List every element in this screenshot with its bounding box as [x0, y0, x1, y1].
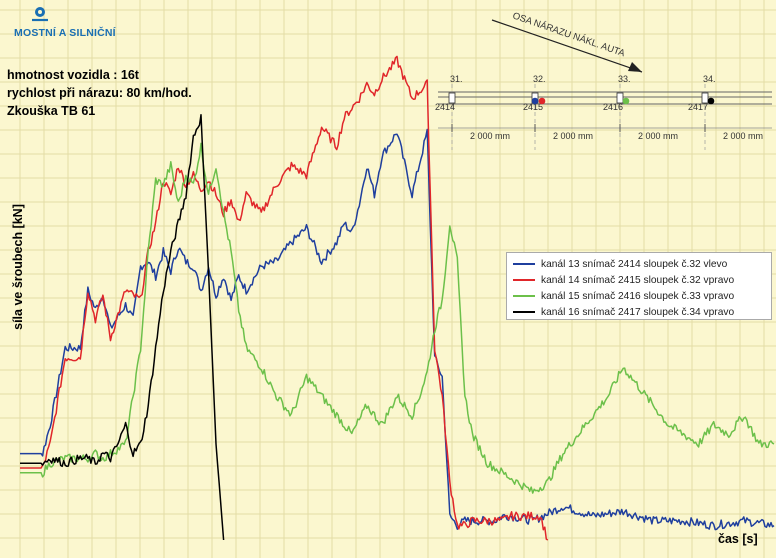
- legend-entry-ch16: kanál 16 snímač 2417 sloupek č.34 vpravo: [513, 304, 765, 320]
- post-number-label: 31.: [450, 74, 463, 84]
- post-number-label: 32.: [533, 74, 546, 84]
- sensor-label: 2417: [688, 102, 708, 112]
- sensor-label: 2414: [435, 102, 455, 112]
- legend-label-ch14: kanál 14 snímač 2415 sloupek č.32 vpravo: [541, 274, 735, 286]
- series-line-ch13: [20, 128, 775, 531]
- legend-entry-ch13: kanál 13 snímač 2414 sloupek č.32 vlevo: [513, 256, 765, 272]
- post-marker: [448, 92, 456, 104]
- legend-entry-ch14: kanál 14 snímač 2415 sloupek č.32 vpravo: [513, 272, 765, 288]
- series-line-ch14: [20, 55, 549, 541]
- post-marker: [616, 92, 624, 104]
- info-vehicle-mass: hmotnost vozidla : 16t: [7, 68, 139, 82]
- spacing-label: 2 000 mm: [553, 131, 593, 141]
- sensor-dot-2416: [622, 97, 630, 105]
- series-line-ch16: [20, 114, 225, 541]
- spacing-label: 2 000 mm: [723, 131, 763, 141]
- x-axis-label: čas [s]: [718, 532, 758, 546]
- info-impact-speed: rychlost při nárazu: 80 km/hod.: [7, 86, 192, 100]
- legend-swatch-ch15: [513, 295, 535, 297]
- post-marker: [701, 92, 709, 104]
- legend-label-ch13: kanál 13 snímač 2414 sloupek č.32 vlevo: [541, 258, 728, 270]
- legend-label-ch15: kanál 15 snímač 2416 sloupek č.33 vpravo: [541, 290, 735, 302]
- legend-swatch-ch13: [513, 263, 535, 265]
- post-number-label: 34.: [703, 74, 716, 84]
- legend: kanál 13 snímač 2414 sloupek č.32 vlevo …: [506, 252, 772, 320]
- legend-label-ch16: kanál 16 snímač 2417 sloupek č.34 vpravo: [541, 306, 735, 318]
- info-test-id: Zkouška TB 61: [7, 104, 96, 118]
- sensor-dot-2417: [707, 97, 715, 105]
- legend-entry-ch15: kanál 15 snímač 2416 sloupek č.33 vpravo: [513, 288, 765, 304]
- post-diagram: 31. 2414 2 000 mm 32. 2415 2 000 mm 33. 2416 2 0…: [435, 10, 772, 150]
- y-axis-label: síla ve šroubech [kN]: [11, 204, 25, 330]
- sensor-dot-2414: [531, 97, 539, 105]
- company-logo-text: MOSTNÍ A SILNIČNÍ: [14, 27, 116, 39]
- impact-axis-arrow: [491, 19, 643, 73]
- post-number-label: 33.: [618, 74, 631, 84]
- sensor-dot-2415: [538, 97, 546, 105]
- sensor-label: 2416: [603, 102, 623, 112]
- legend-swatch-ch16: [513, 311, 535, 313]
- sensor-label: 2415: [523, 102, 543, 112]
- spacing-label: 2 000 mm: [638, 131, 678, 141]
- series-line-ch15: [20, 142, 775, 494]
- impact-axis-arrowhead: [628, 62, 642, 72]
- legend-swatch-ch14: [513, 279, 535, 281]
- spacing-label: 2 000 mm: [470, 131, 510, 141]
- series-layer: [20, 55, 775, 541]
- company-logo-icon: [32, 7, 48, 22]
- impact-axis-label: OSA NÁRAZU NÁKL. AUTA: [511, 10, 627, 59]
